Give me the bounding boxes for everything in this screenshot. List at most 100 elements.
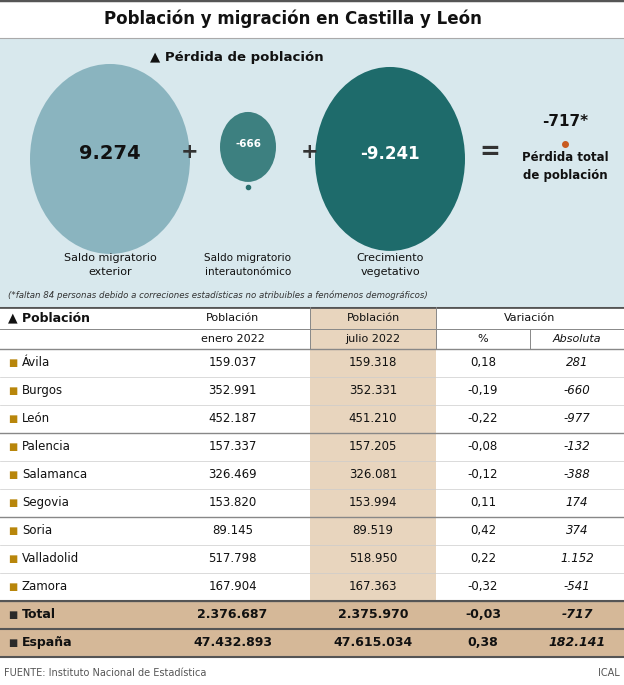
Text: Ávila: Ávila: [22, 356, 51, 369]
Text: (*faltan 84 personas debido a correciones estadísticas no atribuibles a fenómeno: (*faltan 84 personas debido a correcione…: [8, 290, 427, 299]
Text: 352.331: 352.331: [349, 384, 397, 397]
Text: ■: ■: [8, 638, 17, 648]
Text: ■: ■: [8, 358, 17, 368]
Text: 159.318: 159.318: [349, 356, 397, 369]
Text: 1.152: 1.152: [560, 552, 594, 565]
Text: 517.798: 517.798: [208, 552, 256, 565]
Text: 2.376.687: 2.376.687: [197, 608, 268, 621]
Text: ■: ■: [8, 442, 17, 452]
Text: 89.519: 89.519: [353, 525, 394, 537]
Text: +: +: [301, 142, 319, 162]
Text: Total: Total: [22, 608, 56, 621]
Text: Población: Población: [206, 313, 259, 323]
Text: ■: ■: [8, 498, 17, 508]
Text: ■: ■: [8, 470, 17, 480]
Text: -666: -666: [235, 139, 261, 149]
FancyBboxPatch shape: [0, 0, 624, 38]
Text: 182.141: 182.141: [548, 636, 606, 649]
Text: 352.991: 352.991: [208, 384, 256, 397]
FancyBboxPatch shape: [310, 517, 436, 545]
Text: -717: -717: [561, 608, 593, 621]
Ellipse shape: [315, 67, 465, 251]
Text: ▲ Pérdida de población: ▲ Pérdida de población: [150, 51, 324, 64]
Text: ▲ Población: ▲ Población: [8, 312, 90, 325]
Text: -0,08: -0,08: [468, 440, 498, 453]
FancyBboxPatch shape: [310, 377, 436, 405]
FancyBboxPatch shape: [310, 307, 436, 349]
Text: Palencia: Palencia: [22, 440, 71, 453]
Text: 0,22: 0,22: [470, 552, 496, 565]
Text: 9.274: 9.274: [79, 145, 141, 164]
FancyBboxPatch shape: [310, 461, 436, 489]
Text: 518.950: 518.950: [349, 552, 397, 565]
Text: 47.615.034: 47.615.034: [333, 636, 412, 649]
Text: Salamanca: Salamanca: [22, 469, 87, 482]
Ellipse shape: [30, 64, 190, 254]
FancyBboxPatch shape: [310, 489, 436, 517]
Text: Población: Población: [346, 313, 399, 323]
Text: Soria: Soria: [22, 525, 52, 537]
Text: Absoluta: Absoluta: [553, 334, 602, 344]
Text: 153.820: 153.820: [208, 497, 256, 510]
FancyBboxPatch shape: [310, 349, 436, 377]
Text: 153.994: 153.994: [349, 497, 397, 510]
Text: Pérdida total
de población: Pérdida total de población: [522, 151, 608, 182]
Text: Variación: Variación: [504, 313, 556, 323]
Text: 89.145: 89.145: [212, 525, 253, 537]
Text: -0,03: -0,03: [465, 608, 501, 621]
Text: -132: -132: [563, 440, 590, 453]
Text: ■: ■: [8, 414, 17, 424]
FancyBboxPatch shape: [310, 433, 436, 461]
Text: España: España: [22, 636, 72, 649]
Text: -0,12: -0,12: [468, 469, 498, 482]
Text: 167.363: 167.363: [349, 580, 397, 593]
Text: 159.037: 159.037: [208, 356, 256, 369]
Text: ■: ■: [8, 610, 17, 620]
Text: ■: ■: [8, 554, 17, 564]
Text: -0,22: -0,22: [468, 412, 498, 425]
FancyBboxPatch shape: [310, 405, 436, 433]
Text: -9.241: -9.241: [360, 145, 420, 163]
Text: ■: ■: [8, 582, 17, 592]
FancyBboxPatch shape: [0, 601, 624, 629]
Text: -717*: -717*: [542, 114, 588, 129]
Text: -977: -977: [563, 412, 590, 425]
Text: ICAL: ICAL: [598, 668, 620, 678]
FancyBboxPatch shape: [0, 629, 624, 657]
Text: Saldo migratorio
exterior: Saldo migratorio exterior: [64, 253, 157, 277]
Text: 326.081: 326.081: [349, 469, 397, 482]
Text: 157.337: 157.337: [208, 440, 256, 453]
Text: Burgos: Burgos: [22, 384, 63, 397]
Text: 47.432.893: 47.432.893: [193, 636, 272, 649]
Text: ■: ■: [8, 526, 17, 536]
Text: -660: -660: [563, 384, 590, 397]
Text: FUENTE: Instituto Nacional de Estadística: FUENTE: Instituto Nacional de Estadístic…: [4, 668, 207, 678]
Text: 0,38: 0,38: [467, 636, 499, 649]
FancyBboxPatch shape: [310, 573, 436, 601]
Text: Segovia: Segovia: [22, 497, 69, 510]
Text: -0,32: -0,32: [468, 580, 498, 593]
Text: 167.904: 167.904: [208, 580, 257, 593]
Text: 0,18: 0,18: [470, 356, 496, 369]
Text: 174: 174: [566, 497, 588, 510]
Text: 374: 374: [566, 525, 588, 537]
Text: %: %: [478, 334, 489, 344]
Text: enero 2022: enero 2022: [200, 334, 265, 344]
Text: ■: ■: [8, 386, 17, 396]
Text: -541: -541: [563, 580, 590, 593]
Text: -388: -388: [563, 469, 590, 482]
Text: 157.205: 157.205: [349, 440, 397, 453]
Text: 0,42: 0,42: [470, 525, 496, 537]
FancyBboxPatch shape: [310, 545, 436, 573]
Text: Valladolid: Valladolid: [22, 552, 79, 565]
FancyBboxPatch shape: [0, 38, 624, 307]
Text: 451.210: 451.210: [349, 412, 397, 425]
Ellipse shape: [220, 112, 276, 182]
Text: León: León: [22, 412, 50, 425]
Text: 0,11: 0,11: [470, 497, 496, 510]
Text: 281: 281: [566, 356, 588, 369]
Text: 452.187: 452.187: [208, 412, 256, 425]
Text: +: +: [181, 142, 199, 162]
Text: julio 2022: julio 2022: [346, 334, 401, 344]
Text: 326.469: 326.469: [208, 469, 257, 482]
